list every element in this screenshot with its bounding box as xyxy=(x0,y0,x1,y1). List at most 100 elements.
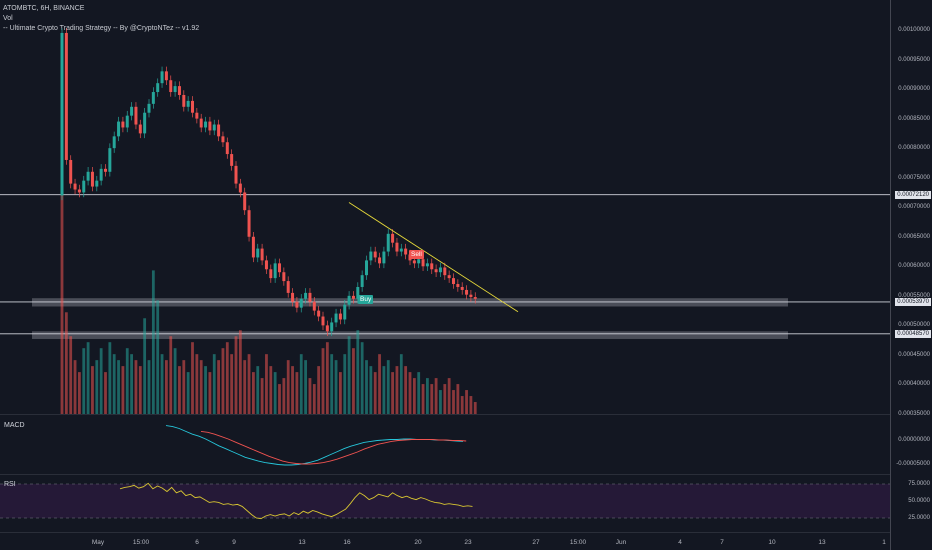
time-tick: 4 xyxy=(678,539,682,546)
candle xyxy=(473,297,477,299)
volume-bar xyxy=(312,384,316,414)
price-chart[interactable] xyxy=(0,0,890,550)
volume-bar xyxy=(295,372,299,414)
candle xyxy=(73,183,77,190)
volume-bar xyxy=(412,378,416,414)
candle xyxy=(164,71,168,81)
candle xyxy=(469,294,473,298)
volume-bar xyxy=(378,354,381,414)
candle xyxy=(134,106,138,125)
macd-signal-line xyxy=(200,430,467,465)
price-tick: 0.00060000 xyxy=(898,263,930,270)
price-tick: 0.00055000 xyxy=(898,292,930,299)
volume-bar xyxy=(456,384,460,414)
time-axis-divider xyxy=(0,532,890,533)
macd-tick: 0.00000000 xyxy=(898,437,930,443)
time-tick: 13 xyxy=(298,539,306,546)
candle xyxy=(351,295,355,299)
candle xyxy=(217,124,221,137)
candle xyxy=(256,248,260,258)
volume-bar xyxy=(191,342,194,414)
candle xyxy=(112,136,116,149)
candle xyxy=(460,286,464,290)
candle xyxy=(169,80,173,93)
candle xyxy=(130,106,134,116)
volume-bar xyxy=(199,360,203,414)
candle xyxy=(325,325,329,332)
rsi-tick: 25.0000 xyxy=(908,515,930,521)
volume-bar xyxy=(460,396,464,414)
rsi-label: RSI xyxy=(4,481,16,488)
volume-bar xyxy=(365,360,368,414)
volume-bar xyxy=(99,348,103,414)
candle xyxy=(234,165,238,184)
volume-bar xyxy=(221,348,225,414)
candle xyxy=(273,263,277,279)
price-tick: 0.00090000 xyxy=(898,86,930,93)
volume-bar xyxy=(125,348,129,414)
volume-bar xyxy=(95,360,99,414)
volume-bar xyxy=(473,402,477,414)
volume-bar xyxy=(73,360,77,414)
rsi-line xyxy=(119,482,473,520)
volume-bar xyxy=(104,372,107,414)
candle xyxy=(421,259,425,267)
time-tick: 20 xyxy=(414,539,422,546)
volume-bar xyxy=(278,384,281,414)
volume-bar xyxy=(452,390,455,414)
macd-pane-divider xyxy=(0,414,890,415)
price-tick: 0.00085000 xyxy=(898,115,930,122)
volume-bar xyxy=(217,360,220,414)
volume-bar xyxy=(212,354,216,414)
candle xyxy=(186,100,190,107)
price-tick: 0.00100000 xyxy=(898,27,930,33)
volume-bar xyxy=(325,342,329,414)
volume-bar xyxy=(430,384,434,414)
price-tick: 0.00040000 xyxy=(898,381,930,388)
price-tick: 0.00065000 xyxy=(898,233,930,240)
volume-bar xyxy=(386,360,390,414)
time-tick: 16 xyxy=(343,539,351,546)
rsi-tick: 75.0000 xyxy=(908,481,930,487)
buy-signal: Buy xyxy=(358,295,374,304)
volume-bar xyxy=(465,390,468,414)
candle xyxy=(452,278,455,285)
candle xyxy=(286,281,290,293)
candle xyxy=(125,115,129,128)
price-axis[interactable]: 0.00100000 0.00095000 0.00090000 0.00085000… xyxy=(890,0,932,550)
candle xyxy=(60,32,64,196)
volume-bar xyxy=(112,354,116,414)
candle xyxy=(334,313,338,323)
volume-bar xyxy=(391,372,394,414)
time-tick: 15:00 xyxy=(569,539,587,546)
volume-bar xyxy=(426,378,429,414)
candle xyxy=(347,295,351,305)
time-tick: 13 xyxy=(818,539,826,546)
candle xyxy=(434,269,438,273)
level-price-label: 0.00053970 xyxy=(895,297,931,306)
candle xyxy=(251,236,255,258)
candle xyxy=(151,92,155,104)
volume-bar xyxy=(421,384,425,414)
volume-bar xyxy=(238,330,242,414)
time-tick: May xyxy=(91,539,105,546)
candle xyxy=(465,289,469,295)
volume-bar xyxy=(147,360,151,414)
volume-bar xyxy=(317,366,321,414)
strategy-label: -- Ultimate Crypto Trading Strategy -- B… xyxy=(3,25,200,32)
volume-bar xyxy=(151,270,155,414)
candle xyxy=(295,301,299,308)
price-tick: 0.00045000 xyxy=(898,351,930,358)
candle xyxy=(404,248,408,255)
candle xyxy=(86,171,90,181)
time-tick: 7 xyxy=(720,539,724,546)
time-tick: 23 xyxy=(464,539,472,546)
candle xyxy=(365,260,368,276)
volume-bar xyxy=(225,342,229,414)
volume-bar xyxy=(91,366,94,414)
candle xyxy=(182,94,186,107)
candle xyxy=(278,263,281,273)
volume-bar xyxy=(69,336,73,414)
candle xyxy=(238,183,242,193)
candle xyxy=(69,159,73,184)
